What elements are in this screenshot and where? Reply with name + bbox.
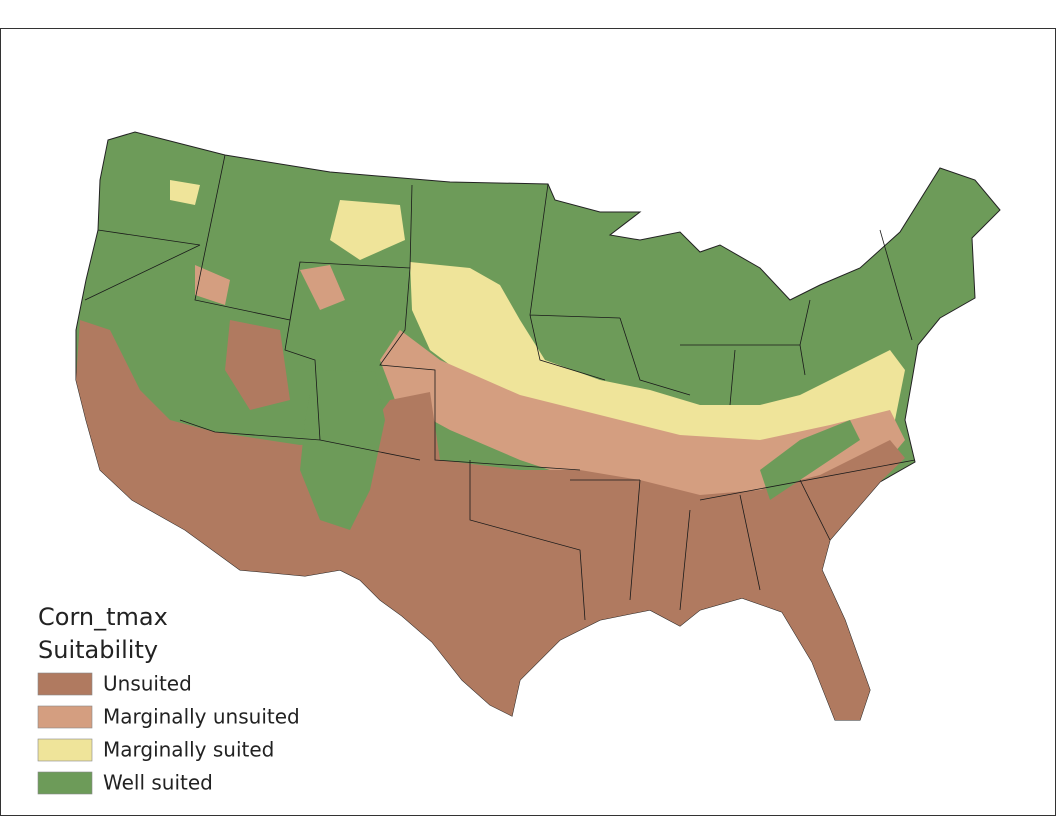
legend-label: Marginally suited: [103, 738, 274, 762]
region-marginally-suited: [170, 180, 905, 455]
legend-swatch: [37, 672, 93, 696]
legend-subtitle: Suitability: [38, 636, 158, 664]
state-borders: [84, 154, 916, 621]
legend-swatch: [37, 705, 93, 729]
us-map: [75, 131, 1001, 721]
legend-swatch: [37, 738, 93, 762]
region-marginally-unsuited: [195, 265, 905, 520]
legend-label: Well suited: [103, 771, 213, 795]
legend-items: Unsuited Marginally unsuited Marginally su…: [37, 672, 300, 795]
legend-label: Unsuited: [103, 672, 192, 696]
legend-label: Marginally unsuited: [103, 705, 300, 729]
legend: Corn_tmax Suitability Unsuited Marginally…: [37, 603, 300, 795]
legend-swatch: [37, 771, 93, 795]
region-unsuited: [76, 320, 905, 720]
region-well-suited-highland: [300, 370, 860, 530]
legend-title: Corn_tmax: [38, 603, 168, 631]
